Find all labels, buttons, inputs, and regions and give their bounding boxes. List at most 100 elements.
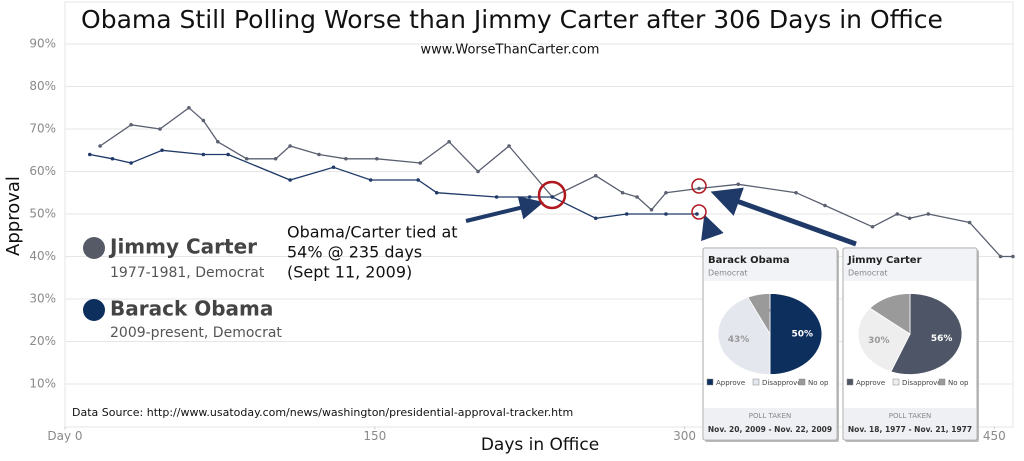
legend-swatch bbox=[798, 378, 806, 386]
point bbox=[288, 178, 292, 182]
point bbox=[870, 224, 875, 229]
point bbox=[273, 156, 278, 161]
y-tick-label: 30% bbox=[29, 292, 56, 306]
point bbox=[160, 148, 164, 153]
x-tick-label: 300 bbox=[673, 429, 696, 443]
arrow bbox=[465, 196, 544, 223]
point bbox=[664, 212, 668, 216]
pie-label: 50% bbox=[791, 330, 813, 340]
y-tick-label: 90% bbox=[29, 37, 56, 51]
arrow bbox=[710, 187, 857, 247]
point bbox=[794, 190, 798, 195]
point bbox=[201, 152, 206, 157]
highlight-circle bbox=[537, 180, 567, 210]
legend-label: Jimmy Carter bbox=[108, 235, 257, 259]
legend-swatch bbox=[83, 299, 105, 321]
y-axis-label: Approval bbox=[3, 176, 24, 256]
poll-card: Barack Obama Democrat 50% 43% 7% Approve Disap… bbox=[702, 247, 839, 442]
point bbox=[110, 156, 115, 161]
legend-label: Disapprove bbox=[902, 379, 942, 387]
poll-dates: Nov. 18, 1977 - Nov. 21, 1977 bbox=[848, 425, 972, 434]
point bbox=[1011, 254, 1015, 259]
poll-cards: Barack Obama Democrat 50% 43% 7% Approve Disap… bbox=[702, 247, 979, 442]
legend-swatch bbox=[83, 237, 105, 259]
card-title: Jimmy Carter bbox=[847, 255, 922, 266]
point bbox=[649, 207, 654, 212]
card-subtitle: Democrat bbox=[708, 269, 748, 278]
legend-label: Approve bbox=[716, 379, 745, 387]
point bbox=[375, 156, 379, 161]
legend-label: Approve bbox=[856, 379, 885, 387]
point bbox=[216, 139, 220, 144]
y-tick-label: 50% bbox=[29, 207, 56, 221]
legend-label: No op bbox=[948, 379, 969, 387]
point bbox=[664, 190, 668, 195]
point bbox=[593, 173, 598, 178]
point bbox=[907, 216, 912, 221]
point bbox=[998, 254, 1003, 259]
point bbox=[158, 127, 162, 131]
annotation: 54% @ 235 days bbox=[287, 243, 422, 262]
y-tick-label: 60% bbox=[29, 164, 56, 178]
point bbox=[201, 118, 206, 123]
point bbox=[416, 178, 420, 182]
y-tick-label: 70% bbox=[29, 122, 56, 136]
series-line bbox=[89, 149, 697, 219]
legend-label: Disapprove bbox=[762, 379, 802, 387]
point bbox=[447, 139, 451, 144]
y-tick-label: 10% bbox=[29, 377, 56, 391]
lines bbox=[87, 105, 1015, 259]
card-header bbox=[704, 249, 836, 281]
card-footer bbox=[844, 408, 976, 439]
x-tick-label: Day 0 bbox=[47, 429, 82, 443]
card-title: Barack Obama bbox=[708, 255, 790, 266]
point bbox=[129, 122, 133, 127]
pie-label: 30% bbox=[868, 336, 890, 346]
card-header bbox=[844, 249, 976, 281]
annotation: Obama/Carter tied at bbox=[287, 223, 458, 242]
legend-detail: 1977-1981, Democrat bbox=[110, 265, 265, 281]
pie-slice bbox=[717, 296, 771, 375]
x-axis-label: Days in Office bbox=[481, 435, 599, 455]
point bbox=[620, 190, 625, 195]
pie-slice bbox=[857, 307, 911, 373]
point bbox=[434, 190, 439, 195]
point bbox=[895, 212, 900, 216]
card-subtitle: Democrat bbox=[848, 269, 888, 278]
point bbox=[507, 144, 511, 148]
pie-label: 7% bbox=[755, 305, 770, 315]
data-source: Data Source: http://www.usatoday.com/new… bbox=[72, 406, 573, 419]
pie-slice bbox=[747, 293, 771, 336]
x-tick-label: 450 bbox=[983, 429, 1006, 443]
footer-label: POLL TAKEN bbox=[889, 412, 932, 420]
point bbox=[695, 212, 699, 216]
poll-dates: Nov. 20, 2009 - Nov. 22, 2009 bbox=[708, 425, 832, 434]
legend-label: Barack Obama bbox=[110, 297, 273, 321]
y-tick-label: 20% bbox=[29, 334, 56, 348]
point bbox=[87, 152, 92, 157]
pie-slice bbox=[769, 293, 823, 375]
footer-label: POLL TAKEN bbox=[749, 412, 792, 420]
point bbox=[593, 216, 598, 221]
overlay bbox=[537, 178, 707, 220]
pie-label: 56% bbox=[931, 334, 953, 344]
point bbox=[244, 156, 249, 161]
point bbox=[697, 186, 701, 191]
card-footer bbox=[704, 408, 836, 439]
legend-label: No op bbox=[808, 379, 829, 387]
point bbox=[635, 195, 639, 199]
legend-swatch bbox=[846, 378, 854, 386]
point bbox=[527, 195, 532, 199]
point bbox=[368, 178, 373, 182]
poll-card: Jimmy Carter Democrat 56% 30% 14% Approve Disa… bbox=[842, 247, 979, 442]
point bbox=[736, 182, 741, 187]
point bbox=[967, 220, 972, 225]
point bbox=[476, 169, 480, 174]
arrow bbox=[701, 214, 724, 242]
point bbox=[317, 152, 321, 157]
point bbox=[624, 212, 629, 216]
point bbox=[98, 144, 102, 148]
point bbox=[129, 161, 133, 165]
chart-title: Obama Still Polling Worse than Jimmy Car… bbox=[81, 5, 943, 34]
